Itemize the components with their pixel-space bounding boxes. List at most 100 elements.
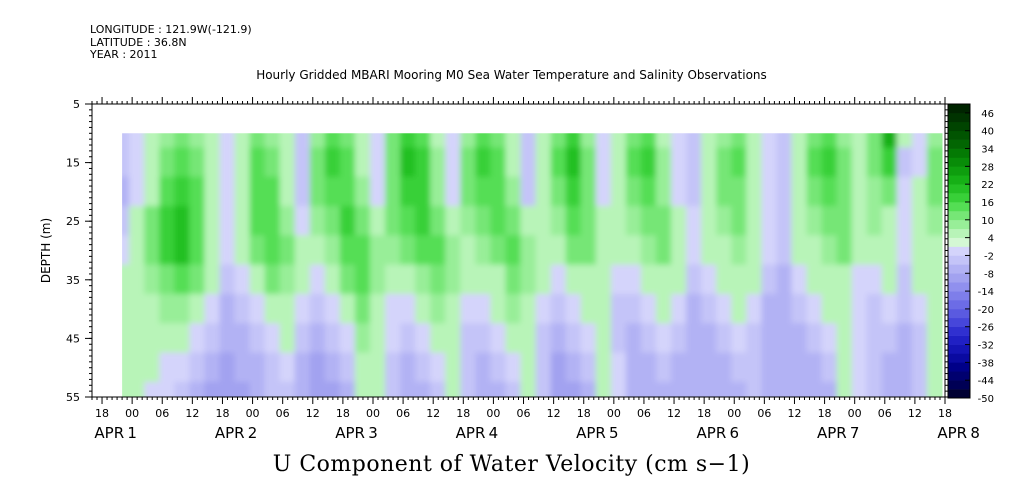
heatmap-cell	[881, 293, 898, 325]
heatmap-cell	[309, 235, 326, 266]
heatmap-cell	[836, 133, 853, 149]
heatmap-cell	[520, 323, 537, 354]
heatmap-cell	[189, 235, 206, 266]
heatmap-cell	[129, 133, 146, 149]
heatmap-cell	[324, 206, 341, 237]
heatmap-cell	[746, 133, 763, 149]
heatmap-cell	[520, 264, 537, 295]
heatmap-cell	[219, 235, 236, 266]
heatmap-cell	[369, 352, 387, 383]
heatmap-cell	[655, 264, 673, 295]
heatmap-cell	[701, 323, 718, 354]
colorbar-swatch	[948, 112, 970, 123]
heatmap-cell	[806, 206, 823, 237]
heatmap-cell	[430, 176, 447, 208]
heatmap-cell	[625, 133, 642, 149]
heatmap-cell	[580, 323, 597, 354]
heatmap-cell	[851, 147, 868, 178]
heatmap-cell	[204, 133, 221, 149]
heatmap-cell	[911, 235, 928, 266]
heatmap-cell	[746, 352, 763, 383]
heatmap-cell	[279, 352, 296, 383]
heatmap-cell	[520, 147, 537, 178]
heatmap-cell	[400, 133, 417, 149]
heatmap-cell	[761, 323, 778, 354]
heatmap-cell	[264, 323, 281, 354]
heatmap-cell	[129, 264, 146, 295]
x-day-label-day: 5	[609, 424, 619, 442]
heatmap-cell	[339, 352, 356, 383]
heatmap-cell	[505, 381, 522, 398]
heatmap-cell	[159, 293, 176, 325]
heatmap-cell	[791, 206, 808, 237]
heatmap-cell	[234, 352, 251, 383]
heatmap-cell	[505, 323, 522, 354]
heatmap-cell	[821, 235, 838, 266]
heatmap-cell	[821, 352, 838, 383]
heatmap-cell	[761, 206, 778, 237]
heatmap-cell	[550, 264, 567, 295]
heatmap-cell	[565, 352, 582, 383]
heatmap-cell	[189, 381, 206, 398]
heatmap-cell	[490, 206, 507, 237]
heatmap-cell	[279, 381, 296, 398]
heatmap-cell	[791, 264, 808, 295]
heatmap-cell	[595, 381, 612, 398]
heatmap-cell	[580, 264, 597, 295]
heatmap-cell	[881, 133, 898, 149]
heatmap-cell	[430, 235, 447, 266]
heatmap-cell	[731, 176, 748, 208]
heatmap-cell	[746, 147, 763, 178]
heatmap-cell	[836, 381, 853, 398]
heatmap-cell	[836, 235, 853, 266]
heatmap-cell	[565, 381, 582, 398]
heatmap-cell	[625, 381, 642, 398]
colorbar-tick-label: -2	[984, 251, 994, 262]
colorbar-swatch	[948, 282, 970, 292]
heatmap-cell	[324, 293, 341, 325]
location-info: LONGITUDE : 121.9W(-121.9) LATITUDE : 36…	[90, 23, 252, 62]
heatmap-cell	[339, 381, 356, 398]
heatmap-cell	[234, 133, 251, 149]
heatmap-cell	[505, 352, 522, 383]
heatmap-cell	[294, 147, 311, 178]
heatmap-cell	[520, 381, 537, 398]
heatmap-cell	[701, 176, 718, 208]
heatmap-cell	[806, 323, 823, 354]
heatmap-cell	[716, 381, 733, 398]
heatmap-cell	[415, 264, 432, 295]
heatmap-cell	[911, 176, 928, 208]
heatmap-cell	[174, 381, 191, 398]
x-tick-label: 18	[818, 407, 832, 420]
heatmap-cell	[535, 133, 552, 149]
heatmap-cell	[746, 293, 763, 325]
heatmap-cell	[354, 133, 371, 149]
heatmap-cell	[881, 381, 898, 398]
heatmap-cell	[219, 352, 236, 383]
heatmap-cell	[701, 293, 718, 325]
heatmap-cell	[896, 323, 913, 354]
colorbar-tick-label: 22	[981, 180, 994, 191]
heatmap-cell	[204, 235, 221, 266]
heatmap-cell	[144, 323, 161, 354]
heatmap-cell	[731, 381, 748, 398]
heatmap-cell	[550, 293, 567, 325]
heatmap-cell	[369, 147, 387, 178]
heatmap-cell	[821, 323, 838, 354]
heatmap-cell	[204, 352, 221, 383]
heatmap-cell	[851, 381, 868, 398]
heatmap-cell	[776, 176, 793, 208]
heatmap-cell	[490, 147, 507, 178]
heatmap-cell	[550, 147, 567, 178]
colorbar-tick-label: -44	[978, 376, 994, 387]
heatmap-cell	[851, 264, 868, 295]
heatmap-cell	[400, 323, 417, 354]
y-axis-label: DEPTH (m)	[39, 218, 53, 283]
heatmap-cell	[159, 176, 176, 208]
heatmap-cell	[144, 235, 161, 266]
heatmap-cell	[761, 293, 778, 325]
heatmap-cell	[415, 176, 432, 208]
colorbar-tick-label: -20	[978, 305, 994, 316]
x-tick-label: 00	[727, 407, 741, 420]
heatmap-cell	[279, 133, 296, 149]
